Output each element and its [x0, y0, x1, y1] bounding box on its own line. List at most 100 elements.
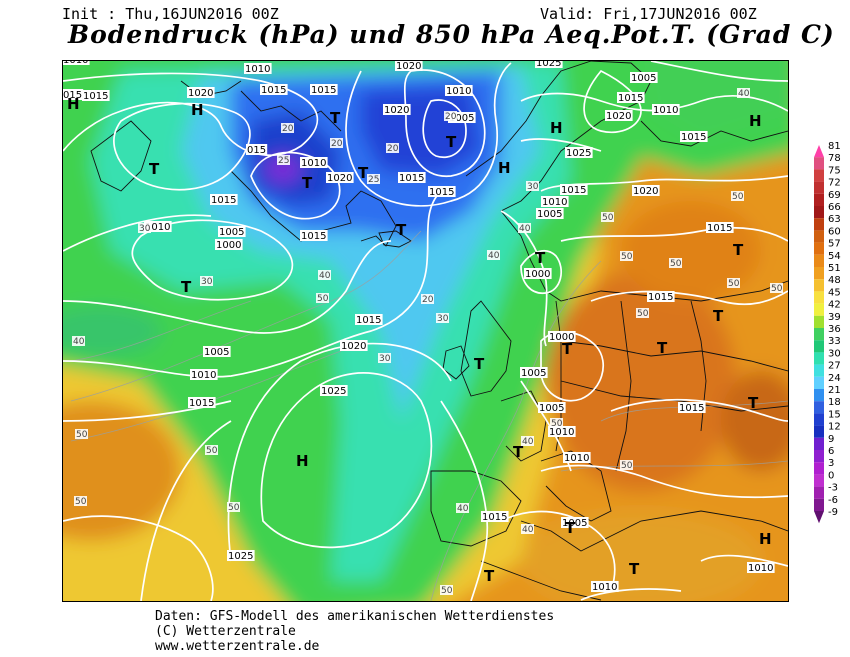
svg-text:1005: 1005 [219, 227, 244, 238]
high-pressure-center: H [550, 119, 563, 137]
theta-label: 25 [277, 155, 290, 166]
theta-label: 20 [330, 138, 343, 149]
theta-label: 50 [669, 258, 682, 269]
pressure-centers: H H T T H H T T T H T T T T T T T T T T H T H T T [67, 95, 772, 585]
legend-swatch [814, 193, 824, 206]
legend-label: 54 [828, 251, 841, 262]
svg-text:50: 50 [732, 192, 744, 202]
legend-swatch [814, 328, 824, 341]
theta-label: 40 [518, 223, 531, 234]
legend-swatch [814, 401, 824, 414]
svg-text:1025: 1025 [566, 148, 591, 159]
low-pressure-center: T [657, 339, 668, 357]
legend-swatch [814, 511, 824, 524]
low-pressure-center: T [565, 519, 576, 537]
legend-label: 24 [828, 373, 841, 384]
isobar-label: 1015 [706, 222, 734, 234]
svg-text:30: 30 [437, 314, 449, 324]
legend-swatch [814, 486, 824, 499]
legend-swatch [814, 474, 824, 487]
svg-text:50: 50 [76, 430, 88, 440]
svg-text:1025: 1025 [321, 386, 346, 397]
low-pressure-center: T [302, 174, 313, 192]
legend-label: 45 [828, 287, 841, 298]
weather-map[interactable]: 1010 1015 1015 1020 1010 1025 1005 1015 015 1020 1… [62, 60, 789, 602]
legend-label: 78 [828, 153, 841, 164]
low-pressure-center: T [733, 241, 744, 259]
legend-label: 18 [828, 397, 841, 408]
legend-swatch [814, 279, 824, 292]
theta-label: 50 [227, 502, 240, 513]
svg-text:50: 50 [551, 419, 563, 429]
svg-text:1010: 1010 [564, 453, 589, 464]
theta-label: 40 [318, 270, 331, 281]
isobar-label: 1025 [227, 550, 255, 562]
svg-text:1015: 1015 [707, 223, 732, 234]
isobar-label: 1015 [260, 84, 288, 96]
svg-text:30: 30 [201, 277, 213, 287]
isobar-label: 1015 [300, 230, 328, 242]
isobar-label: 1005 [448, 112, 476, 124]
isobar-label: 1015 [188, 397, 216, 409]
isobar-label: 1015 [398, 172, 426, 184]
svg-text:1010: 1010 [549, 427, 574, 438]
svg-text:1020: 1020 [341, 341, 366, 352]
map-title: Bodendruck (hPa) und 850 hPa Aeq.Pot.T. … [68, 20, 835, 49]
svg-text:1005: 1005 [521, 368, 546, 379]
legend-label: 6 [828, 446, 834, 457]
legend-swatch [814, 498, 824, 511]
isobar-label: 1000 [524, 268, 552, 280]
isobar-label: 1010 [591, 581, 619, 593]
svg-text:1015: 1015 [648, 292, 673, 303]
theta-label: 20 [281, 123, 294, 134]
theta-label: 50 [727, 278, 740, 289]
isobar-label: 1025 [320, 385, 348, 397]
svg-text:20: 20 [282, 124, 294, 134]
theta-label: 50 [731, 191, 744, 202]
isobar-label: 1025 [535, 61, 563, 69]
legend-label: 27 [828, 361, 841, 372]
low-pressure-center: T [535, 249, 546, 267]
legend-label: 57 [828, 239, 841, 250]
theta-label: 50 [440, 585, 453, 596]
legend-label: -6 [828, 495, 838, 506]
legend-label: 81 [828, 141, 841, 152]
svg-text:1005: 1005 [449, 113, 474, 124]
legend-swatch [814, 425, 824, 438]
svg-text:1010: 1010 [446, 86, 471, 97]
isobar-label: 1015 [647, 291, 675, 303]
isobar-label: 1015 [210, 194, 238, 206]
legend-swatch [814, 157, 824, 170]
theta-label: 50 [550, 418, 563, 429]
svg-text:30: 30 [139, 224, 151, 234]
legend-label: 60 [828, 226, 841, 237]
color-legend: 8178757269666360575451484542393633302724… [814, 141, 841, 524]
legend-swatch [814, 169, 824, 182]
svg-text:50: 50 [317, 294, 329, 304]
svg-text:015: 015 [63, 90, 82, 101]
svg-text:1015: 1015 [561, 185, 586, 196]
svg-text:40: 40 [319, 271, 331, 281]
isobar-label: 1005 [536, 208, 564, 220]
legend-label: -3 [828, 483, 838, 494]
legend-label: 36 [828, 324, 841, 335]
isobar-label: 1020 [187, 87, 215, 99]
svg-text:20: 20 [387, 144, 399, 154]
svg-text:25: 25 [278, 156, 289, 166]
theta-label: 25 [367, 174, 380, 185]
theta-label: 30 [526, 181, 539, 192]
website-link[interactable]: www.wetterzentrale.de [155, 639, 320, 654]
legend-label: -9 [828, 507, 838, 518]
svg-text:1005: 1005 [631, 73, 656, 84]
svg-text:1000: 1000 [525, 269, 550, 280]
init-time: Init : Thu,16JUN2016 00Z [62, 5, 279, 23]
isobar-label: 1015 [481, 511, 509, 523]
legend-label: 48 [828, 275, 841, 286]
legend-label: 69 [828, 190, 841, 201]
isobar-label: 1010 [445, 85, 473, 97]
svg-text:1000: 1000 [549, 332, 574, 343]
svg-text:40: 40 [488, 251, 500, 261]
isobar-label: 1005 [520, 367, 548, 379]
legend-swatch [814, 206, 824, 219]
legend-label: 66 [828, 202, 841, 213]
